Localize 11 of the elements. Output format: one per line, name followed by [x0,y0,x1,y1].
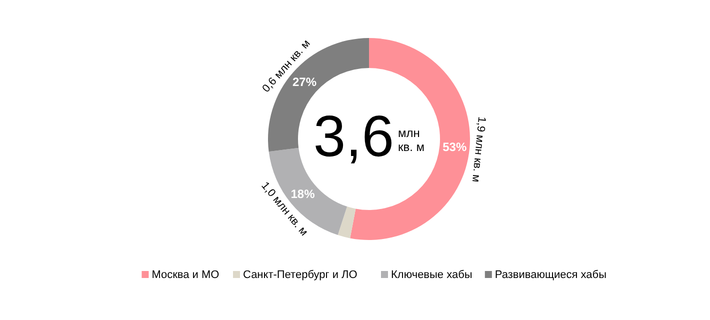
text: 1,9 млн кв. м [469,116,488,183]
legend-label: Ключевые хабы [391,269,472,281]
text: 3,6 [313,104,394,169]
text: млн кв. м [398,126,425,154]
donut-slice [338,206,356,238]
legend-label: Развивающиеся хабы [494,269,607,281]
data-label: 27% [292,75,317,90]
legend-label: Санкт-Петербург и ЛО [243,269,358,281]
data-label: 18% [290,186,316,201]
data-label: 53% [442,140,467,154]
legend-label: Москва и МО [152,269,220,281]
